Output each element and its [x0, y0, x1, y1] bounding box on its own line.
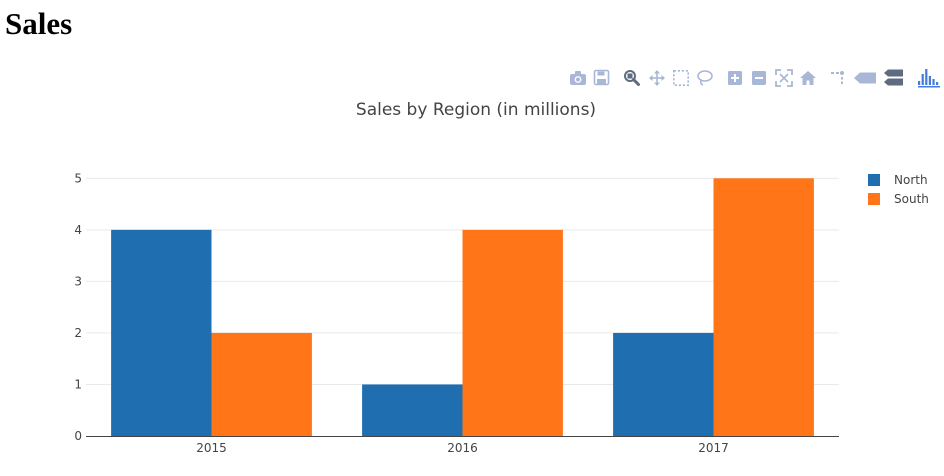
x-tick-label: 2017: [698, 441, 729, 455]
chart-title: Sales by Region (in millions): [356, 100, 596, 120]
toggle-spike-lines-icon[interactable]: [831, 71, 844, 84]
show-closest-data-icon[interactable]: [854, 72, 876, 84]
bar-north-2017[interactable]: [613, 332, 714, 436]
zoom-in-icon[interactable]: [728, 71, 742, 85]
page-title: Sales: [5, 6, 73, 41]
bar-north-2016[interactable]: [362, 384, 463, 436]
bars: [111, 178, 814, 437]
y-axis-ticks: 0 1 2 3 4 5: [74, 171, 82, 443]
y-tick-label: 4: [74, 223, 82, 237]
lasso-select-icon[interactable]: [697, 70, 713, 86]
legend-label-south[interactable]: South: [894, 192, 929, 206]
pan-icon[interactable]: [649, 70, 665, 86]
save-icon[interactable]: [593, 69, 610, 86]
compare-data-icon[interactable]: [884, 69, 903, 86]
y-tick-label: 3: [74, 274, 82, 288]
y-tick-label: 1: [74, 377, 82, 391]
box-select-icon[interactable]: [673, 70, 689, 86]
zoom-out-icon[interactable]: [752, 71, 766, 85]
x-tick-label: 2016: [447, 441, 478, 455]
legend-label-north[interactable]: North: [894, 173, 928, 187]
modebar-icons: [570, 69, 940, 88]
legend: North South: [868, 173, 929, 206]
zoom-icon[interactable]: [624, 70, 640, 86]
plotly-logo-icon[interactable]: [918, 69, 940, 88]
camera-icon[interactable]: [570, 71, 586, 85]
bar-south-2016[interactable]: [462, 229, 563, 436]
reset-axes-icon[interactable]: [800, 71, 816, 85]
chart-modebar: [566, 67, 944, 89]
bar-south-2017[interactable]: [713, 178, 814, 437]
y-tick-label: 0: [74, 429, 82, 443]
bar-north-2015[interactable]: [111, 229, 212, 436]
x-axis-ticks: 2015 2016 2017: [196, 441, 729, 455]
autoscale-icon[interactable]: [775, 69, 793, 87]
x-tick-label: 2015: [196, 441, 227, 455]
y-tick-label: 2: [74, 326, 82, 340]
y-tick-label: 5: [74, 171, 82, 185]
legend-swatch-north[interactable]: [868, 174, 880, 186]
bar-south-2015[interactable]: [211, 332, 312, 436]
legend-swatch-south[interactable]: [868, 193, 880, 205]
chart-svg: 0 1 2 3 4 5 2015 2016 2017 Sales by Region (in …: [74, 100, 929, 455]
